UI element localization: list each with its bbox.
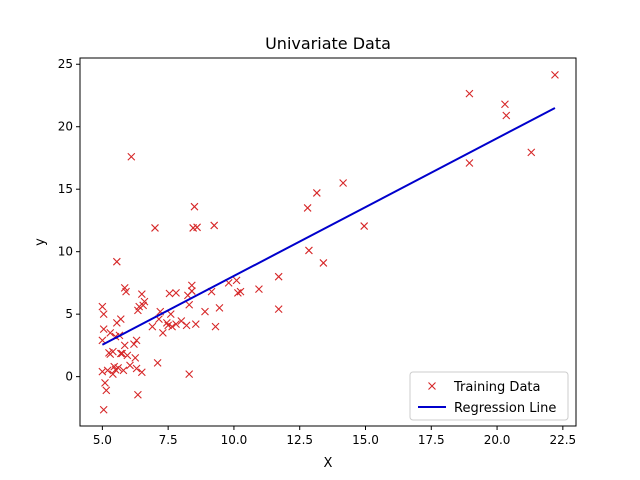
data-point-82 bbox=[339, 179, 348, 187]
data-point-12 bbox=[109, 347, 117, 356]
legend: Training Data Regression Line bbox=[409, 371, 569, 421]
data-point-64 bbox=[193, 223, 201, 232]
data-point-86 bbox=[501, 100, 509, 109]
legend-label-0: Training Data bbox=[453, 380, 540, 395]
data-point-38 bbox=[137, 368, 146, 377]
data-point-65 bbox=[191, 320, 200, 329]
data-point-52 bbox=[168, 322, 176, 331]
x-tick-label-4: 15.0 bbox=[352, 433, 379, 447]
data-point-28 bbox=[126, 361, 134, 370]
data-point-4 bbox=[103, 366, 112, 375]
legend-swatch-marker bbox=[428, 382, 436, 390]
data-point-1 bbox=[101, 379, 109, 387]
data-point-80 bbox=[312, 189, 321, 197]
regression-line bbox=[101, 107, 556, 346]
x-tick-label-7: 22.5 bbox=[549, 433, 576, 447]
data-point-47 bbox=[159, 329, 167, 337]
data-point-36 bbox=[137, 290, 146, 299]
data-point-60 bbox=[187, 287, 196, 295]
data-point-9 bbox=[98, 302, 107, 311]
data-point-33 bbox=[134, 390, 142, 399]
data-point-75 bbox=[255, 285, 263, 294]
training-data-series bbox=[98, 70, 559, 414]
data-point-79 bbox=[305, 246, 313, 255]
data-point-85 bbox=[465, 159, 474, 167]
data-point-61 bbox=[187, 281, 196, 290]
data-point-41 bbox=[132, 336, 141, 345]
data-point-42 bbox=[148, 322, 157, 331]
data-point-32 bbox=[132, 364, 141, 373]
x-tick-label-3: 12.5 bbox=[286, 433, 313, 447]
data-point-13 bbox=[109, 370, 117, 379]
data-point-68 bbox=[210, 221, 219, 230]
plot-area: 5.0 7.5 10.0 12.5 15.0 17.5 20.0 22.5 0 5 10 15 20 25 bbox=[58, 57, 577, 447]
y-tick-label-2: 10 bbox=[58, 245, 73, 259]
data-point-89 bbox=[551, 70, 559, 79]
data-point-58 bbox=[185, 370, 194, 379]
data-point-11 bbox=[106, 329, 115, 337]
legend-label-1: Regression Line bbox=[454, 401, 556, 416]
data-point-55 bbox=[177, 317, 186, 325]
data-point-66 bbox=[201, 307, 209, 316]
data-point-48 bbox=[162, 319, 171, 327]
data-point-76 bbox=[274, 272, 283, 281]
y-tick-label-3: 15 bbox=[58, 182, 73, 196]
data-point-70 bbox=[215, 304, 224, 312]
data-point-84 bbox=[465, 89, 474, 98]
data-point-63 bbox=[190, 202, 199, 211]
x-tick-label-5: 17.5 bbox=[418, 433, 445, 447]
data-point-29 bbox=[127, 152, 136, 161]
x-tick-label-2: 10.0 bbox=[221, 433, 248, 447]
chart-title: Univariate Data bbox=[265, 34, 391, 53]
data-point-51 bbox=[166, 310, 175, 319]
data-point-2 bbox=[102, 386, 111, 395]
legend-box bbox=[409, 371, 569, 421]
x-tick-label-6: 20.0 bbox=[484, 433, 511, 447]
data-point-69 bbox=[211, 322, 220, 331]
x-tick-label-0: 5.0 bbox=[93, 433, 112, 447]
plot-frame bbox=[79, 57, 577, 427]
data-point-31 bbox=[131, 354, 140, 362]
data-point-81 bbox=[319, 259, 328, 267]
x-tick-label-1: 7.5 bbox=[159, 433, 178, 447]
data-point-72 bbox=[232, 276, 241, 285]
y-tick-label-5: 25 bbox=[58, 57, 73, 71]
data-point-44 bbox=[153, 359, 162, 367]
y-tick-label-4: 20 bbox=[58, 120, 73, 134]
data-point-0 bbox=[99, 405, 108, 414]
data-point-21 bbox=[116, 349, 125, 358]
data-point-27 bbox=[123, 351, 132, 360]
data-point-43 bbox=[151, 224, 159, 232]
data-point-83 bbox=[360, 222, 369, 230]
data-point-23 bbox=[119, 366, 128, 375]
data-point-30 bbox=[130, 340, 138, 349]
data-point-22 bbox=[118, 349, 126, 358]
data-point-87 bbox=[502, 111, 511, 120]
y-axis-label: y bbox=[33, 238, 48, 246]
data-point-78 bbox=[303, 204, 312, 212]
data-point-50 bbox=[165, 289, 174, 298]
data-point-24 bbox=[120, 341, 129, 350]
data-point-53 bbox=[172, 289, 180, 297]
y-tick-label-1: 5 bbox=[65, 307, 73, 321]
data-point-74 bbox=[236, 287, 245, 296]
data-point-77 bbox=[274, 305, 283, 314]
data-point-73 bbox=[233, 289, 242, 297]
data-point-10 bbox=[99, 310, 108, 319]
y-tick-label-0: 0 bbox=[65, 370, 73, 384]
data-point-40 bbox=[112, 257, 121, 266]
x-axis-label: X bbox=[324, 456, 333, 471]
data-point-26 bbox=[122, 287, 130, 296]
data-point-20 bbox=[116, 315, 125, 324]
data-point-18 bbox=[114, 364, 123, 372]
data-point-39 bbox=[140, 297, 149, 306]
data-point-54 bbox=[172, 320, 180, 329]
data-point-59 bbox=[185, 300, 194, 309]
data-point-8 bbox=[99, 325, 108, 334]
data-point-88 bbox=[527, 148, 536, 157]
data-point-56 bbox=[182, 321, 191, 330]
